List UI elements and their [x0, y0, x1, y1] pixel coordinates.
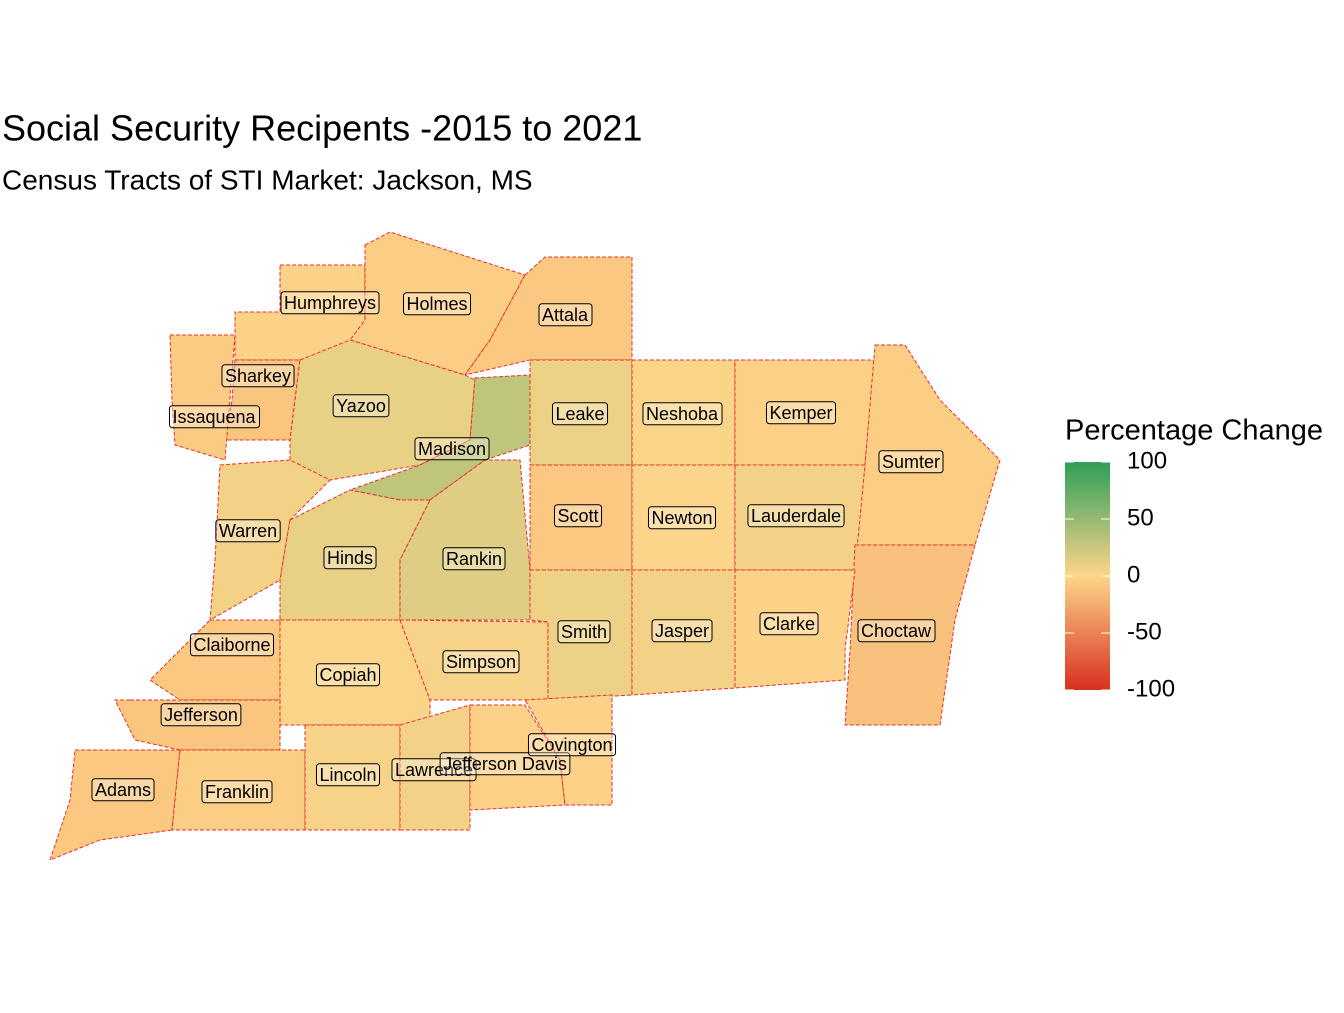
county-label: Newton	[651, 508, 712, 528]
label-box	[189, 633, 275, 657]
county	[399, 619, 549, 701]
label-box	[215, 519, 281, 543]
legend-tick-label: 100	[1127, 447, 1167, 474]
label-box	[315, 663, 381, 687]
county-label: Clarke	[763, 614, 815, 634]
label-box	[527, 733, 617, 757]
county-label: Humphreys	[284, 293, 376, 313]
county-label: Sumter	[882, 452, 940, 472]
label-box	[315, 763, 381, 787]
county-label: Kemper	[769, 403, 832, 423]
county-label: Leake	[555, 404, 604, 424]
label-box	[168, 405, 261, 429]
county	[854, 344, 1001, 546]
county-label: Claiborne	[193, 635, 270, 655]
label-box	[857, 619, 936, 643]
county-label: Lauderdale	[751, 506, 841, 526]
county-label: Sharkey	[225, 366, 291, 386]
county-label: Issaquena	[172, 407, 256, 427]
label-box	[551, 402, 609, 426]
label-box	[759, 612, 819, 636]
county	[279, 489, 431, 621]
county-label: Scott	[557, 506, 598, 526]
label-box	[439, 752, 571, 776]
label-box	[91, 778, 155, 802]
label-box	[280, 291, 380, 315]
county-label: Simpson	[446, 652, 516, 672]
county-label: Neshoba	[646, 404, 719, 424]
label-box	[765, 401, 837, 425]
label-box	[402, 292, 472, 316]
county-label: Warren	[219, 521, 277, 541]
label-box	[553, 504, 603, 528]
county-label: Smith	[561, 622, 607, 642]
label-box	[201, 780, 273, 804]
county	[149, 619, 281, 701]
label-box	[414, 437, 490, 461]
label-box	[557, 620, 611, 644]
county	[844, 544, 976, 726]
legend-tick-label: 50	[1127, 504, 1154, 531]
label-box	[442, 650, 520, 674]
county-label: Franklin	[205, 782, 269, 802]
county-label: Jefferson Davis	[443, 754, 567, 774]
label-box	[160, 703, 242, 727]
label-box	[538, 303, 593, 327]
county	[734, 359, 876, 466]
county	[399, 704, 471, 831]
label-box	[651, 619, 713, 643]
county-layer	[49, 231, 1001, 861]
county	[734, 569, 856, 689]
label-box	[647, 506, 717, 530]
label-box	[747, 504, 845, 528]
legend-tick-label: -50	[1127, 618, 1162, 645]
label-box	[323, 546, 377, 570]
county-label: Jefferson	[164, 705, 238, 725]
county-label: Yazoo	[336, 396, 386, 416]
county	[399, 459, 531, 621]
county-label: Hinds	[327, 548, 373, 568]
county	[169, 334, 236, 461]
county-label: Jasper	[655, 621, 709, 641]
county-label: Choctaw	[861, 621, 932, 641]
county-label: Attala	[542, 305, 589, 325]
county	[49, 749, 181, 861]
county-label: Adams	[95, 780, 151, 800]
label-box	[332, 394, 390, 418]
title: Social Security Recipents -2015 to 2021	[2, 108, 642, 149]
county	[524, 694, 613, 806]
legend-tick-label: 0	[1127, 561, 1140, 588]
county	[224, 359, 301, 441]
county-label: Lincoln	[319, 765, 376, 785]
county-label: Holmes	[406, 294, 467, 314]
label-layer: Humphreys Holmes Attala Sharkey Issaquena Yaz…	[91, 291, 944, 804]
county-label: Rankin	[446, 549, 502, 569]
county-label: Madison	[418, 439, 486, 459]
county-label: Copiah	[319, 665, 376, 685]
label-box	[442, 547, 506, 571]
county	[631, 569, 736, 696]
legend-title: Percentage Change	[1065, 415, 1323, 447]
label-box	[878, 450, 944, 474]
legend-tick-label: -100	[1127, 675, 1175, 702]
subtitle: Census Tracts of STI Market: Jackson, MS	[2, 164, 533, 195]
county-label: Covington	[531, 735, 612, 755]
label-box	[642, 402, 723, 426]
label-box	[221, 364, 295, 388]
county	[469, 704, 566, 811]
